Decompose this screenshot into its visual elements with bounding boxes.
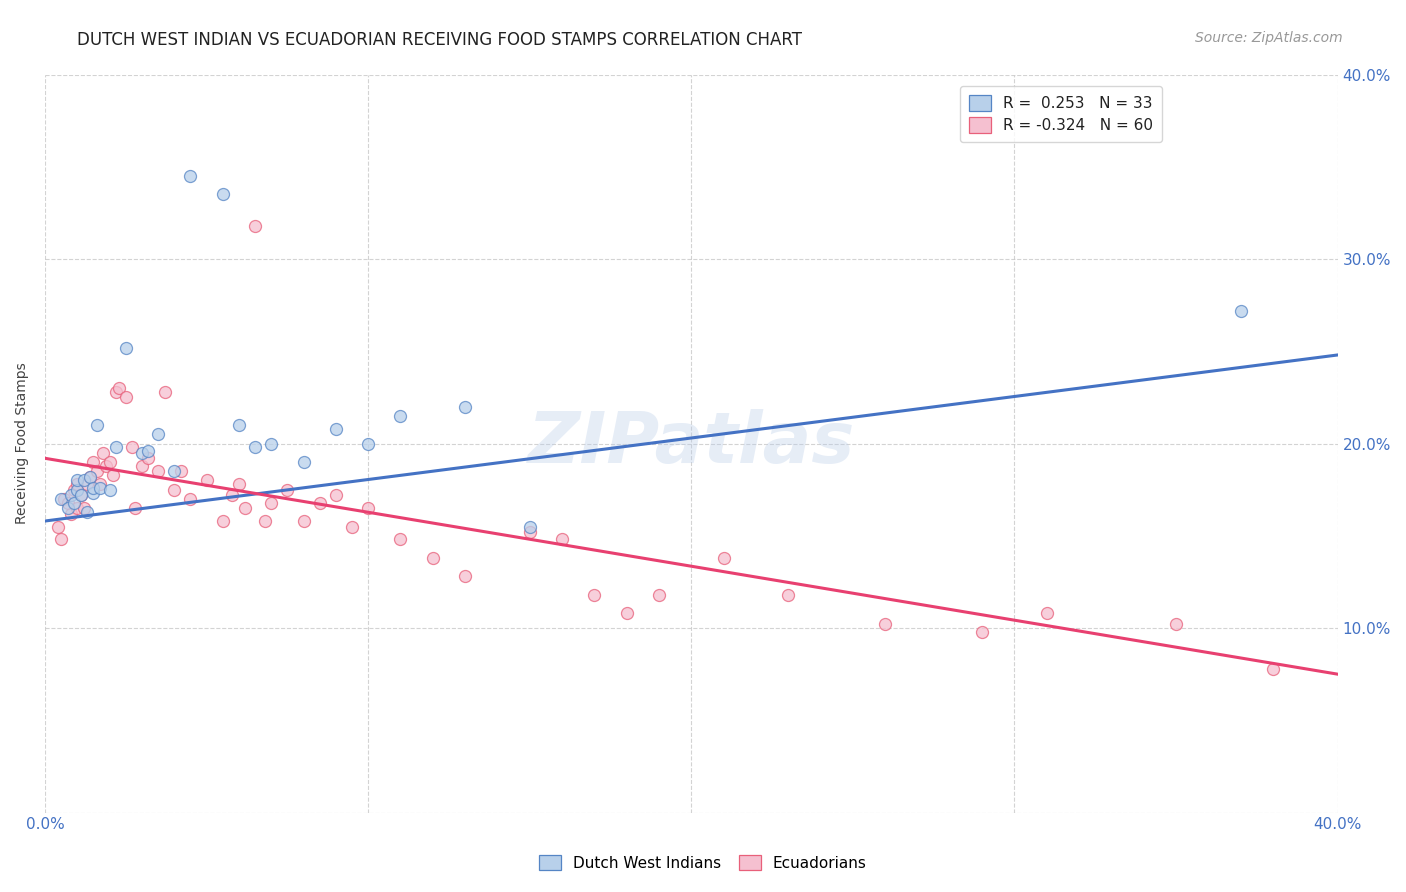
Point xyxy=(195,474,218,488)
Point xyxy=(519,519,541,533)
Point xyxy=(422,550,444,565)
Point xyxy=(124,501,146,516)
Legend: R =  0.253   N = 33, R = -0.324   N = 60: R = 0.253 N = 33, R = -0.324 N = 60 xyxy=(960,86,1161,142)
Point xyxy=(86,418,108,433)
Point xyxy=(108,381,131,395)
Point xyxy=(98,483,121,497)
Point xyxy=(325,488,347,502)
Point xyxy=(340,519,363,533)
Point xyxy=(292,514,315,528)
Point xyxy=(76,477,98,491)
Point xyxy=(243,219,266,233)
Point xyxy=(163,483,186,497)
Text: Source: ZipAtlas.com: Source: ZipAtlas.com xyxy=(1195,31,1343,45)
Point xyxy=(357,501,380,516)
Point xyxy=(131,446,153,460)
Text: DUTCH WEST INDIAN VS ECUADORIAN RECEIVING FOOD STAMPS CORRELATION CHART: DUTCH WEST INDIAN VS ECUADORIAN RECEIVIN… xyxy=(77,31,803,49)
Point xyxy=(648,588,671,602)
Point xyxy=(389,533,412,547)
Point xyxy=(82,455,104,469)
Point xyxy=(59,507,82,521)
Point xyxy=(105,384,128,399)
Point xyxy=(454,400,477,414)
Point xyxy=(91,446,114,460)
Point xyxy=(138,451,160,466)
Point xyxy=(105,440,128,454)
Legend: Dutch West Indians, Ecuadorians: Dutch West Indians, Ecuadorians xyxy=(530,846,876,880)
Point xyxy=(357,436,380,450)
Point xyxy=(163,464,186,478)
Point xyxy=(519,525,541,540)
Point xyxy=(114,341,136,355)
Point xyxy=(233,501,256,516)
Point xyxy=(778,588,800,602)
Point xyxy=(76,505,98,519)
Point xyxy=(82,481,104,495)
Point xyxy=(89,481,111,495)
Point xyxy=(179,491,201,506)
Point xyxy=(96,458,118,473)
Point xyxy=(101,467,124,482)
Point xyxy=(56,495,79,509)
Point xyxy=(49,533,72,547)
Point xyxy=(138,444,160,458)
Point xyxy=(79,469,101,483)
Point xyxy=(66,474,89,488)
Point xyxy=(221,488,243,502)
Point xyxy=(292,455,315,469)
Point xyxy=(454,569,477,583)
Point xyxy=(260,495,283,509)
Point xyxy=(243,440,266,454)
Point xyxy=(260,436,283,450)
Point xyxy=(170,464,193,478)
Point xyxy=(146,427,169,442)
Point xyxy=(66,483,89,497)
Point xyxy=(616,607,638,621)
Point xyxy=(179,169,201,183)
Point xyxy=(131,458,153,473)
Point xyxy=(56,501,79,516)
Point xyxy=(46,519,69,533)
Point xyxy=(146,464,169,478)
Point xyxy=(69,488,91,502)
Point xyxy=(89,477,111,491)
Point xyxy=(63,495,86,509)
Point xyxy=(73,474,96,488)
Point xyxy=(1036,607,1059,621)
Point xyxy=(86,464,108,478)
Point xyxy=(73,501,96,516)
Point xyxy=(98,455,121,469)
Y-axis label: Receiving Food Stamps: Receiving Food Stamps xyxy=(15,363,30,524)
Point xyxy=(66,477,89,491)
Point xyxy=(875,617,897,632)
Point xyxy=(1229,303,1251,318)
Point xyxy=(1261,662,1284,676)
Point xyxy=(228,418,250,433)
Point xyxy=(63,483,86,497)
Point xyxy=(66,501,89,516)
Point xyxy=(59,488,82,502)
Point xyxy=(389,409,412,423)
Point xyxy=(79,469,101,483)
Point xyxy=(121,440,143,454)
Point xyxy=(49,491,72,506)
Point xyxy=(82,486,104,500)
Point xyxy=(713,550,735,565)
Point xyxy=(583,588,606,602)
Point xyxy=(308,495,330,509)
Point xyxy=(211,514,233,528)
Point xyxy=(53,491,76,506)
Point xyxy=(211,187,233,202)
Point xyxy=(228,477,250,491)
Point xyxy=(69,488,91,502)
Point xyxy=(276,483,298,497)
Point xyxy=(153,384,176,399)
Point xyxy=(551,533,574,547)
Point xyxy=(114,391,136,405)
Point xyxy=(972,624,994,639)
Text: ZIPatlas: ZIPatlas xyxy=(527,409,855,478)
Point xyxy=(1164,617,1187,632)
Point xyxy=(253,514,276,528)
Point xyxy=(325,422,347,436)
